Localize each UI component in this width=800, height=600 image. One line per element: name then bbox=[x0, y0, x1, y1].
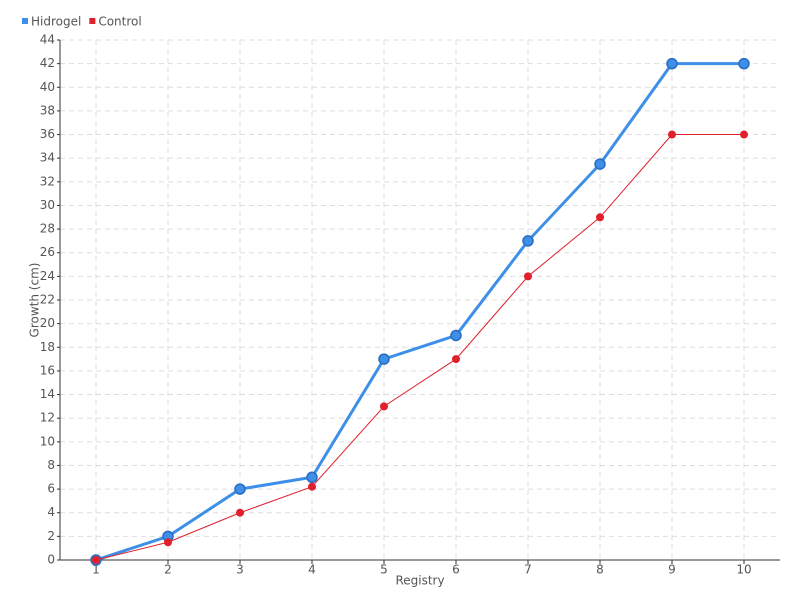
y-tick-label: 44 bbox=[40, 33, 55, 47]
x-tick-label: 3 bbox=[236, 563, 244, 577]
y-tick-label: 14 bbox=[40, 387, 55, 401]
data-point bbox=[666, 57, 678, 70]
legend-label: Hidrogel bbox=[31, 15, 81, 29]
data-point bbox=[594, 158, 606, 170]
data-point bbox=[308, 482, 316, 491]
data-point bbox=[668, 130, 676, 139]
y-tick-label: 40 bbox=[40, 80, 55, 94]
y-tick-label: 6 bbox=[47, 482, 55, 496]
y-tick-label: 24 bbox=[40, 269, 55, 283]
series-line bbox=[95, 62, 744, 562]
legend-label: Control bbox=[98, 15, 141, 29]
y-tick-label: 30 bbox=[40, 198, 55, 212]
y-tick-label: 34 bbox=[40, 151, 55, 165]
legend-swatch bbox=[22, 18, 28, 24]
data-point bbox=[306, 471, 318, 484]
x-tick-label: 1 bbox=[92, 563, 100, 577]
x-tick-label: 2 bbox=[164, 563, 172, 577]
y-tick-label: 26 bbox=[40, 245, 55, 259]
legend-swatch bbox=[89, 18, 96, 24]
data-point bbox=[234, 483, 246, 495]
x-tick-label: 9 bbox=[668, 563, 676, 577]
data-point bbox=[738, 57, 750, 70]
x-tick-label: 6 bbox=[452, 563, 460, 577]
y-axis-label: Growth (cm) bbox=[28, 263, 42, 338]
data-point bbox=[522, 235, 534, 247]
y-tick-label: 38 bbox=[40, 103, 55, 117]
y-tick-label: 10 bbox=[40, 434, 55, 448]
y-tick-label: 8 bbox=[47, 458, 55, 472]
data-point bbox=[236, 508, 244, 517]
series-line bbox=[95, 134, 744, 561]
x-tick-label: 8 bbox=[596, 563, 604, 577]
x-axis-label: Registry bbox=[395, 574, 444, 588]
x-tick-label: 4 bbox=[308, 563, 316, 577]
data-point bbox=[524, 272, 532, 281]
y-tick-label: 20 bbox=[40, 316, 55, 330]
data-point bbox=[596, 213, 604, 222]
y-tick-label: 2 bbox=[47, 529, 55, 543]
y-tick-label: 18 bbox=[40, 340, 55, 354]
data-point bbox=[452, 355, 460, 364]
y-tick-label: 4 bbox=[47, 505, 55, 519]
y-tick-label: 12 bbox=[40, 411, 55, 425]
y-tick-label: 32 bbox=[40, 174, 55, 188]
data-point bbox=[378, 353, 390, 365]
data-point bbox=[164, 538, 172, 547]
y-tick-label: 16 bbox=[40, 363, 55, 377]
data-point bbox=[380, 402, 388, 411]
y-tick-label: 36 bbox=[40, 127, 55, 141]
data-point bbox=[92, 556, 100, 564]
data-point bbox=[450, 329, 462, 342]
y-tick-label: 0 bbox=[47, 553, 55, 567]
data-point bbox=[740, 130, 748, 139]
x-tick-label: 5 bbox=[380, 563, 388, 577]
y-tick-label: 28 bbox=[40, 222, 55, 236]
x-tick-label: 10 bbox=[736, 563, 751, 577]
y-tick-label: 42 bbox=[40, 56, 55, 70]
y-tick-label: 22 bbox=[40, 293, 55, 307]
x-tick-label: 7 bbox=[524, 563, 532, 577]
